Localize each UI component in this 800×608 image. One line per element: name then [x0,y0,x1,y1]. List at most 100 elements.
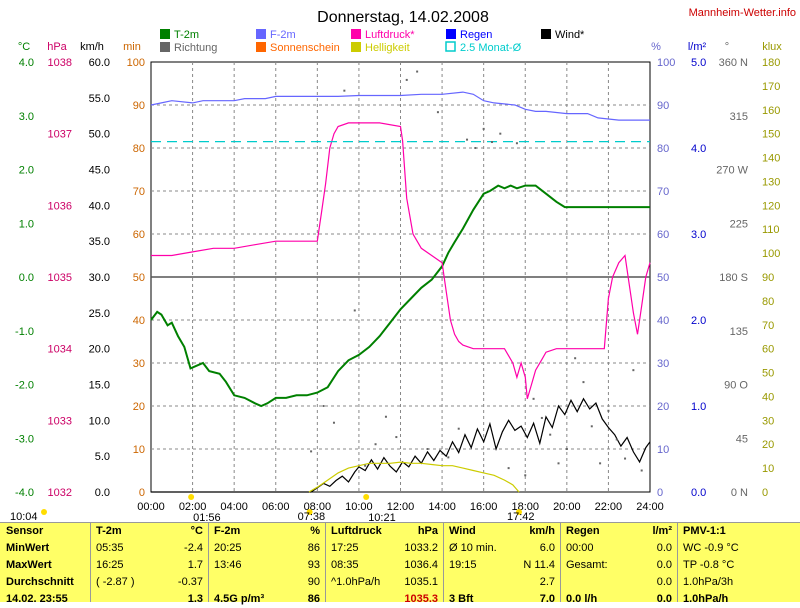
cell-note: 4.5G p/m³ [214,593,265,605]
time-marker-label: 17:42 [507,511,535,522]
tick-humidity: 40 [657,315,669,327]
tick-temp: -3.0 [15,433,34,445]
stats-col-luftdruck: Luftdruck hPa 17:25 1033.2 08:35 1036.4 ^1.0hP… [325,523,444,605]
tick-wind: 50.0 [89,129,110,141]
tick-humidity: 20 [657,401,669,413]
stats-table: Sensor MinWert MaxWert Durchschnitt 14.0… [0,522,800,605]
tick-lux: 30 [762,415,774,427]
legend-label: Richtung [174,42,217,54]
tick-lux: 90 [762,272,774,284]
tick-rain: 2.0 [691,315,706,327]
cell-note: WC -0.9 °C [683,542,739,554]
wind-direction-dot [364,464,367,467]
tick-wind: 25.0 [89,308,110,320]
tick-pressure: 1034 [48,344,72,356]
wind-direction-dot [507,467,510,470]
cell-value: 0.0 [656,593,672,605]
tick-wind: 40.0 [89,200,110,212]
weather-chart: Donnerstag, 14.02.2008 Mannheim-Wetter.i… [10,7,796,522]
tick-wind: 30.0 [89,272,110,284]
tick-x: 02:00 [179,501,207,513]
tick-direction: 315 [730,111,748,123]
stats-col-f-2m: F-2m% 20:25 86 13:46 93 90 4.5G p/m³ 86 [208,523,326,605]
tick-sun: 70 [133,186,145,198]
tick-pressure: 1033 [48,415,72,427]
tick-temp: 3.0 [19,111,34,123]
tick-direction: 360 N [719,57,748,69]
col-unit: hPa [417,525,438,537]
tick-temp: 1.0 [19,218,34,230]
cell-note: 1.0hPa/3h [683,576,734,588]
series-f-2m [150,91,650,121]
tick-rain: 0.0 [691,487,706,499]
time-markers: 10:04 01:56 07:38 10:21 17:42 [10,494,535,522]
tick-lux: 140 [762,153,780,165]
wind-direction-dot [405,78,408,81]
cell-note: Ø 10 min. [449,542,497,554]
wind-direction-dot [565,448,568,450]
wind-direction-dot [557,462,560,465]
cell-value: -0.37 [177,576,203,588]
cell-note: 17:25 [331,542,359,554]
tick-lux: 170 [762,81,780,93]
legend-swatch [160,42,170,52]
tick-lux: 80 [762,296,774,308]
col-title: PMV-1:1 [683,525,726,537]
legend-label: Wind* [555,29,585,41]
cell-note: 05:35 [96,542,124,554]
cell-value: 86 [307,593,320,605]
tick-rain: 4.0 [691,143,706,155]
sensor-column: Sensor MinWert MaxWert Durchschnitt 14.0… [0,523,90,605]
tick-sun: 40 [133,315,145,327]
tick-sun: 90 [133,100,145,112]
time-marker-label: 10:04 [10,511,38,522]
cell-note: Gesamt: [566,559,608,571]
wind-direction-dot [582,381,585,384]
tick-x: 22:00 [595,501,623,513]
stats-col-regen: Regen l/m² 00:00 0.0 Gesamt: 0.0 0.0 0.0 l/h 0.0 [560,523,678,605]
legend-label: Regen [460,29,492,41]
wind-direction-dot [632,369,635,372]
time-marker-label: 07:38 [298,511,326,522]
tick-lux: 70 [762,320,774,332]
wind-direction-dot [395,436,398,439]
wind-direction-dot [457,427,460,430]
tick-direction: 0 N [731,487,748,499]
wind-direction-dot [482,127,485,130]
series-helligkeit [308,461,520,493]
tick-lux: 0 [762,487,768,499]
tick-wind: 15.0 [89,380,110,392]
legend-swatch [445,41,456,52]
cell-value: 1.3 [187,593,203,605]
axis-unit-rain: l/m² [688,41,707,53]
chart-title: Donnerstag, 14.02.2008 [317,9,489,26]
tick-direction: 90 O [724,380,748,392]
tick-sun: 80 [133,143,145,155]
tick-x: 20:00 [553,501,581,513]
tick-x: 14:00 [428,501,456,513]
tick-lux: 20 [762,439,774,451]
axis-unit-humidity: % [651,41,661,53]
col-title: Regen [566,525,600,537]
tick-wind: 0.0 [95,487,110,499]
col-unit: % [310,525,320,537]
cell-note: 13:46 [214,559,242,571]
cell-value: 0.0 [656,576,672,588]
cell-note: 0.0 l/h [566,593,598,605]
cell-note: 1.0hPa/h [683,593,729,605]
tick-direction: 180 S [719,272,748,284]
axis-unit-pressure: hPa [47,41,67,53]
cell-note: 08:35 [331,559,359,571]
col-title: Luftdruck [331,525,382,537]
tick-humidity: 100 [657,57,675,69]
tick-temp: 4.0 [19,57,34,69]
cell-value: 1033.2 [404,542,438,554]
tick-temp: 0.0 [19,272,34,284]
wind-direction-dot [343,89,346,92]
axis-unit-temp: °C [18,41,30,53]
site-label[interactable]: Mannheim-Wetter.info [689,7,796,19]
cell-value: 90 [307,576,320,588]
axes: 4.0 3.0 2.0 1.0 0.0 -1.0 -2.0 -3.0 -4.0 1038 1037 1… [15,57,780,513]
wind-direction-dot [615,438,618,441]
wind-direction-dot [624,457,627,460]
